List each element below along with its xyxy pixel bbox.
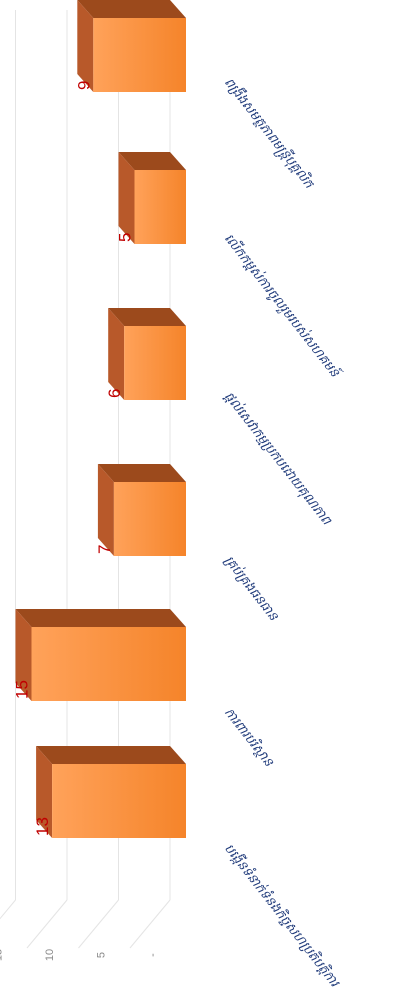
category-label: លើកកម្ពស់ការចូលរួមរបស់សហគមន៍ — [220, 230, 345, 382]
bar-side-face — [97, 464, 114, 556]
bar-side-face — [108, 308, 125, 400]
category-label: ពង្រឹងសមត្ថភាពមន្ត្រីបុគ្គលិក — [219, 74, 319, 194]
bar: 7 — [95, 464, 186, 556]
y-tick-label: 5 — [96, 952, 108, 958]
bar-front-face — [52, 764, 186, 838]
bar-front-face — [124, 326, 186, 400]
bar-front-face — [93, 18, 186, 92]
data-label: 7 — [95, 545, 114, 554]
bar-side-face — [118, 152, 135, 244]
bar-top-face — [108, 308, 186, 326]
bar-top-face — [97, 464, 186, 482]
bar-side-face — [36, 746, 53, 838]
bar-front-face — [31, 627, 186, 701]
bar-front-face — [134, 170, 186, 244]
gridline-floor — [129, 899, 171, 949]
bar: 5 — [116, 152, 186, 244]
category-label: ការពារបរិស្ថាន — [221, 704, 279, 771]
category-label: ផ្តល់សេវាកម្មប្រកបដោយគុណភាព — [220, 388, 336, 530]
data-label: 5 — [116, 233, 135, 242]
y-axis-ticks: - 5 10 15 — [0, 949, 159, 961]
bar: 9 — [74, 0, 186, 92]
bar-side-face — [15, 609, 32, 701]
data-label: 13 — [33, 817, 52, 836]
y-tick-label: - — [147, 953, 159, 957]
data-label: 6 — [105, 389, 124, 398]
bar: 6 — [105, 308, 186, 400]
gridline-floor — [78, 899, 119, 949]
data-label: 9 — [74, 81, 93, 90]
gridline-floor — [0, 899, 16, 920]
data-label: 15 — [13, 680, 32, 699]
bar-top-face — [118, 152, 186, 170]
bar: 13 — [33, 746, 186, 838]
bar-top-face — [36, 746, 186, 764]
y-tick-label: 15 — [0, 949, 5, 961]
y-tick-label: 10 — [44, 949, 56, 961]
category-label: គ្រប់គ្រងធនធាន — [221, 552, 283, 625]
bar-side-face — [77, 0, 94, 92]
gridline-floor — [26, 899, 68, 949]
bar-front-face — [113, 482, 186, 556]
bar-top-face — [15, 609, 186, 627]
bars: 13 15 7 6 5 9 — [13, 0, 186, 838]
category-labels: បង្កើនទំនាក់ទំនងកិច្ចសហប្រតិបត្តិការ ការព… — [219, 74, 344, 990]
bar: 15 — [13, 609, 186, 701]
category-label: បង្កើនទំនាក់ទំនងកិច្ចសហប្រតិបត្តិការ — [221, 840, 345, 990]
bar-top-face — [77, 0, 186, 18]
